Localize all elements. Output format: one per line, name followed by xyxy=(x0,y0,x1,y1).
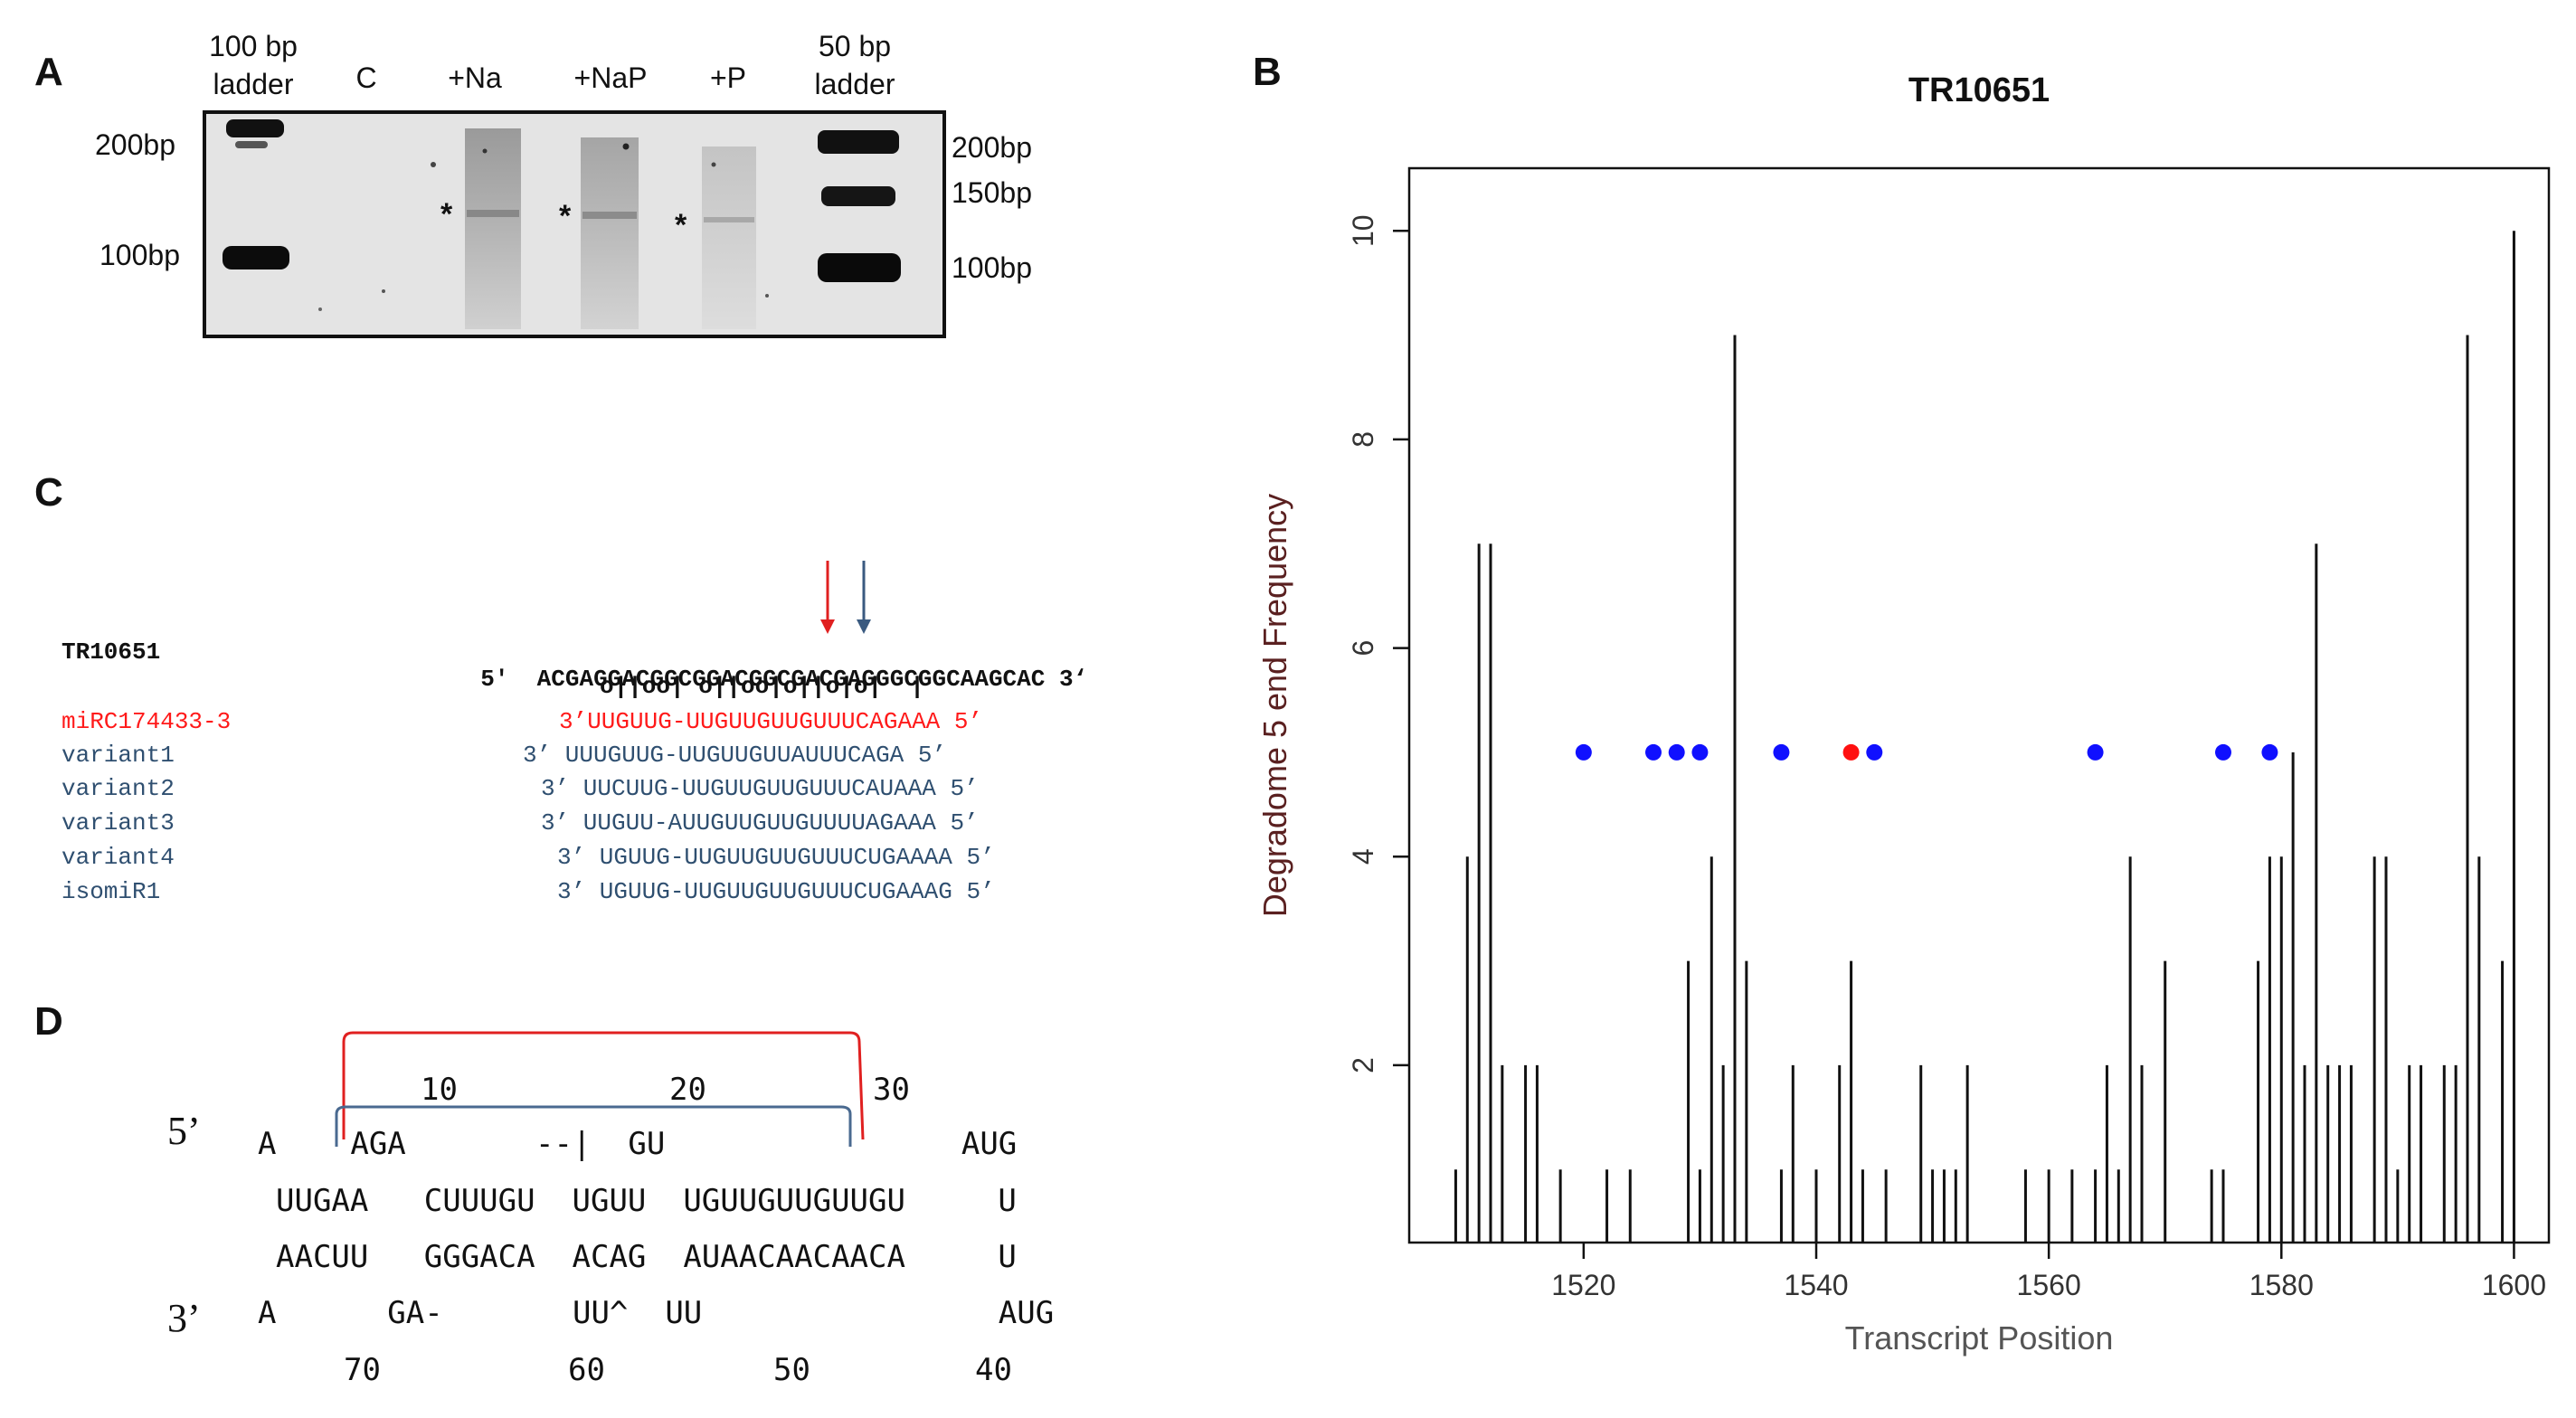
marker-1575 xyxy=(2215,743,2231,761)
panel-label-b: B xyxy=(1253,50,1282,94)
hairpin-5prime-label: 5’ xyxy=(167,1109,201,1153)
variant1-sequence: 3’ UUUGUUG-UUGUUGUUAUUUCAGA 5’ xyxy=(523,742,947,769)
hairpin-3prime-label: 3’ xyxy=(167,1296,201,1340)
x-tick-label-1580: 1580 xyxy=(2249,1269,2314,1301)
y-tick-label-2: 2 xyxy=(1347,1057,1379,1073)
variant2-name: variant2 xyxy=(62,775,175,802)
marker-1537 xyxy=(1773,743,1790,761)
asterisk-na: * xyxy=(440,197,453,232)
left-marker-100bp: 100bp xyxy=(99,239,180,271)
hairpin-top-stem-row: UUGAA CUUUGU UGUU UGUUGUUGUUGU U xyxy=(276,1183,1017,1219)
red-arrow-head xyxy=(820,619,835,634)
target-sequence: ACGAGGACGGCGGACGGCGACGAGGGCGGCAAGCAC xyxy=(536,666,1046,693)
lane-label-control: C xyxy=(355,61,377,94)
marker-1564 xyxy=(2087,743,2104,761)
ladder-band xyxy=(223,246,289,269)
y-tick-label-10: 10 xyxy=(1347,214,1379,247)
panel-label-c: C xyxy=(34,470,63,515)
x-tick-label-1540: 1540 xyxy=(1784,1269,1848,1301)
ladder-band xyxy=(226,119,284,137)
x-tick-label-1600: 1600 xyxy=(2482,1269,2546,1301)
target-suffix: 3‘ xyxy=(1058,666,1088,693)
asterisk-nap: * xyxy=(559,199,572,233)
mirna-sequence: 3’UUGUUG-UUGUUGUUGUUUCAGAAA 5’ xyxy=(559,708,983,735)
isomir1-sequence: 3’ UGUUG-UUGUUGUUGUUUCUGAAAG 5’ xyxy=(557,878,995,905)
top-number-20: 20 xyxy=(669,1072,706,1108)
hairpin-bottom-stem-row: AACUU GGGACA ACAG AUAACAACAACA U xyxy=(276,1239,1017,1275)
lane-label-p: +P xyxy=(709,61,747,94)
bottom-number-50: 50 xyxy=(773,1352,810,1388)
marker-1526 xyxy=(1645,743,1662,761)
y-tick-label-8: 8 xyxy=(1347,431,1379,448)
variant1-name: variant1 xyxy=(62,742,175,769)
marker-1530 xyxy=(1691,743,1709,761)
lane-label-nap: +NaP xyxy=(573,61,648,94)
band-na xyxy=(467,210,519,217)
ladder-band xyxy=(235,141,268,148)
chart-title: TR10651 xyxy=(1908,71,2050,109)
bottom-number-40: 40 xyxy=(975,1352,1012,1388)
smear-nap xyxy=(581,137,639,329)
left-marker-200bp: 200bp xyxy=(95,128,175,161)
band-p xyxy=(704,217,754,222)
target-prefix: 5′ xyxy=(480,666,509,693)
target-sequence-row: 5′ ACGAGGACGGCGGACGGCGACGAGGGCGGCAAGCAC … xyxy=(452,638,1087,693)
marker-1528 xyxy=(1668,743,1685,761)
top-number-10: 10 xyxy=(421,1072,458,1108)
x-axis-label: Transcript Position xyxy=(1845,1319,2114,1357)
smear-p xyxy=(702,147,756,329)
lane-label-100bp-ladder: 100 bp ladder xyxy=(209,30,298,100)
plot-frame xyxy=(1407,166,2551,1244)
variant3-sequence: 3’ UUGUU-AUUGUUGUUGUUUUAGAAA 5’ xyxy=(541,809,979,837)
pairing-row: o||oo| o||oo|o||o|o| | xyxy=(600,673,924,700)
asterisk-p: * xyxy=(675,208,687,242)
ladder-band xyxy=(818,130,899,154)
red-bracket xyxy=(342,1031,865,1140)
variant4-sequence: 3’ UGUUG-UUGUUGUUGUUUCUGAAAA 5’ xyxy=(557,844,995,871)
x-tick-label-1560: 1560 xyxy=(2017,1269,2081,1301)
blue-arrow-head xyxy=(857,619,871,634)
hairpin-brackets xyxy=(335,1031,865,1147)
y-axis-label: Degradome 5 end Frequency xyxy=(1256,494,1293,917)
cleavage-arrows xyxy=(820,561,871,634)
isomir1-name: isomiR1 xyxy=(62,878,161,905)
panel-label-a: A xyxy=(34,50,63,94)
x-tick-label-1520: 1520 xyxy=(1551,1269,1615,1301)
hairpin-bottom-loop-row: A GA- UU^ UU AUG xyxy=(258,1295,1055,1331)
marker-1543 xyxy=(1842,743,1860,761)
top-number-30: 30 xyxy=(873,1072,910,1108)
blue-bracket xyxy=(335,1105,852,1147)
lane-label-na: +Na xyxy=(448,61,502,94)
degradome-chart: TR10651 2 4 6 8 10 1520 1540 1560 1580 1600 Tran… xyxy=(1256,71,2551,1357)
panel-label-d: D xyxy=(34,999,63,1044)
target-name: TR10651 xyxy=(62,638,161,666)
marker-1579 xyxy=(2261,743,2278,761)
right-marker-150bp: 150bp xyxy=(952,176,1032,209)
lane-label-50bp-ladder: 50 bp ladder xyxy=(814,30,895,100)
variant3-name: variant3 xyxy=(62,809,175,837)
right-marker-200bp: 200bp xyxy=(952,131,1032,164)
hairpin-top-loop-row: A AGA --| GU AUG xyxy=(258,1126,1018,1162)
right-marker-100bp: 100bp xyxy=(952,251,1032,284)
ladder-band xyxy=(821,186,895,206)
marker-1545 xyxy=(1866,743,1883,761)
gel-image xyxy=(203,110,946,338)
marker-1520 xyxy=(1575,743,1592,761)
bottom-number-60: 60 xyxy=(568,1352,605,1388)
mirna-name: miRC174433-3 xyxy=(62,708,232,735)
variant2-sequence: 3’ UUCUUG-UUGUUGUUGUUUCAUAAA 5’ xyxy=(541,775,979,802)
band-nap xyxy=(582,212,637,219)
smear-na xyxy=(465,128,521,329)
variant4-name: variant4 xyxy=(62,844,175,871)
y-tick-label-6: 6 xyxy=(1347,640,1379,657)
y-tick-label-4: 4 xyxy=(1347,848,1379,865)
bottom-number-70: 70 xyxy=(344,1352,381,1388)
ladder-band xyxy=(818,253,901,282)
